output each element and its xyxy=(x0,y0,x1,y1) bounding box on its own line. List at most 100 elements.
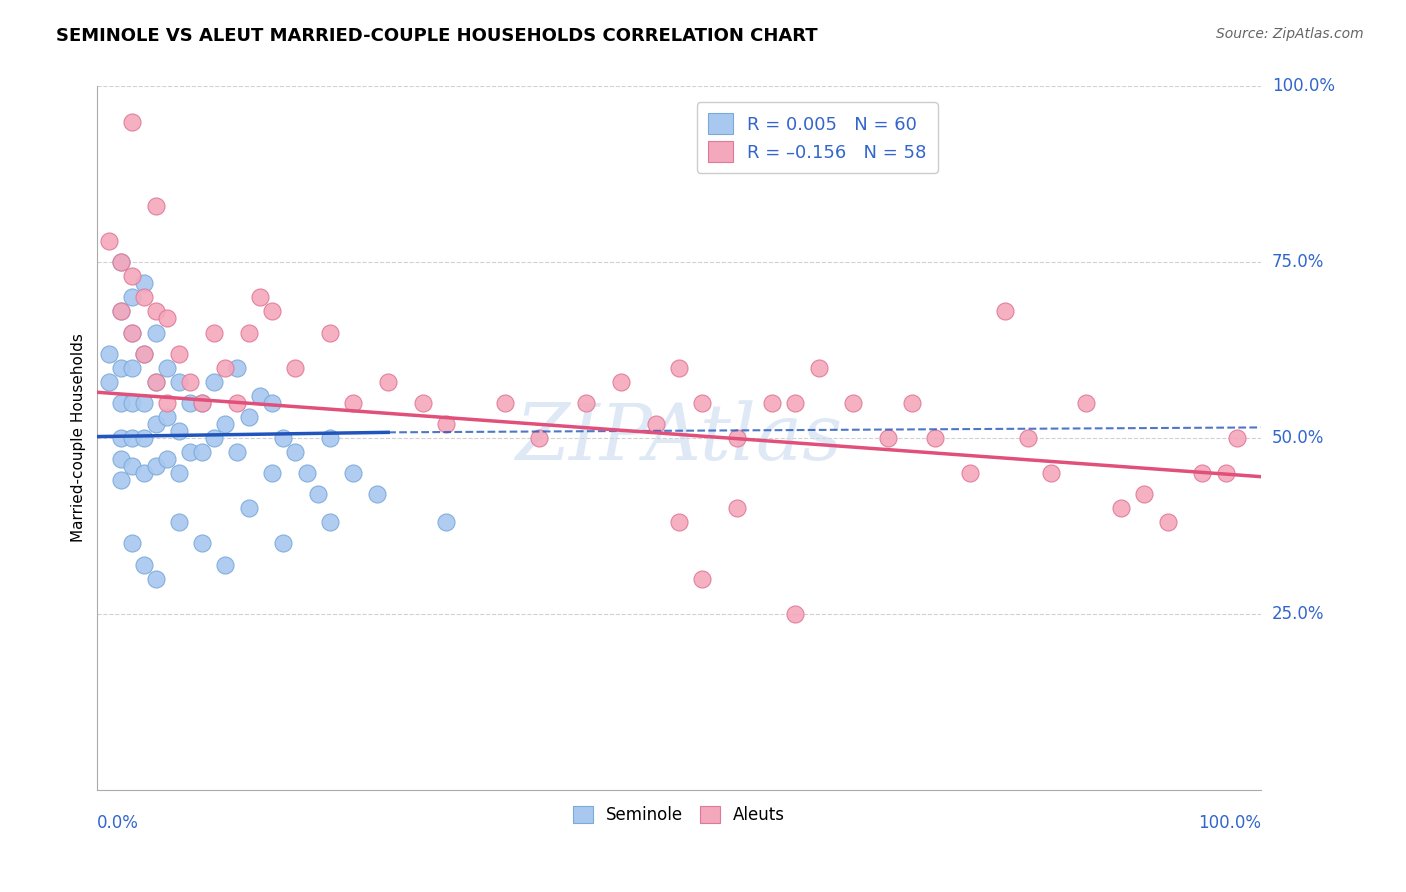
Point xyxy=(156,396,179,410)
Point xyxy=(1040,466,1063,480)
Point xyxy=(529,431,551,445)
Point xyxy=(761,396,783,410)
Point xyxy=(121,326,143,340)
Point xyxy=(110,304,132,318)
Point xyxy=(167,424,190,438)
Point xyxy=(842,396,865,410)
Point xyxy=(145,417,167,431)
Point xyxy=(238,409,260,424)
Point xyxy=(725,501,748,516)
Point xyxy=(273,536,295,550)
Point xyxy=(156,311,179,326)
Point xyxy=(575,396,598,410)
Point xyxy=(273,431,295,445)
Point xyxy=(191,396,214,410)
Point xyxy=(110,431,132,445)
Point xyxy=(994,304,1017,318)
Point xyxy=(156,452,179,467)
Point xyxy=(1215,466,1237,480)
Point xyxy=(156,409,179,424)
Point xyxy=(238,326,260,340)
Point xyxy=(145,572,167,586)
Point xyxy=(132,346,155,360)
Point xyxy=(260,396,283,410)
Point xyxy=(110,255,132,269)
Point xyxy=(167,516,190,530)
Point xyxy=(284,360,307,375)
Point xyxy=(366,487,388,501)
Point xyxy=(226,360,249,375)
Point xyxy=(110,304,132,318)
Point xyxy=(295,466,318,480)
Point xyxy=(690,572,713,586)
Point xyxy=(98,346,121,360)
Text: 50.0%: 50.0% xyxy=(1272,429,1324,447)
Point xyxy=(132,277,155,291)
Point xyxy=(226,445,249,459)
Point xyxy=(725,431,748,445)
Point xyxy=(1076,396,1098,410)
Point xyxy=(260,304,283,318)
Point xyxy=(434,516,457,530)
Point xyxy=(668,516,690,530)
Point xyxy=(214,558,236,572)
Point xyxy=(121,326,143,340)
Point xyxy=(110,255,132,269)
Point xyxy=(98,234,121,248)
Point xyxy=(132,466,155,480)
Point xyxy=(319,326,342,340)
Point xyxy=(132,290,155,304)
Point xyxy=(121,290,143,304)
Point xyxy=(110,452,132,467)
Point xyxy=(668,360,690,375)
Point xyxy=(342,466,364,480)
Text: ZIPAtlas: ZIPAtlas xyxy=(516,400,842,476)
Point xyxy=(98,375,121,389)
Point xyxy=(132,346,155,360)
Point xyxy=(121,114,143,128)
Point xyxy=(434,417,457,431)
Text: Source: ZipAtlas.com: Source: ZipAtlas.com xyxy=(1216,27,1364,41)
Point xyxy=(191,445,214,459)
Point xyxy=(785,396,807,410)
Point xyxy=(494,396,516,410)
Point xyxy=(319,516,342,530)
Point xyxy=(110,473,132,487)
Y-axis label: Married-couple Households: Married-couple Households xyxy=(72,334,86,542)
Point xyxy=(284,445,307,459)
Point xyxy=(202,375,225,389)
Point xyxy=(226,396,249,410)
Point xyxy=(959,466,981,480)
Point xyxy=(1133,487,1156,501)
Point xyxy=(145,326,167,340)
Text: 100.0%: 100.0% xyxy=(1272,78,1334,95)
Legend: Seminole, Aleuts: Seminole, Aleuts xyxy=(567,799,792,830)
Point xyxy=(785,607,807,621)
Point xyxy=(121,459,143,474)
Text: 0.0%: 0.0% xyxy=(97,814,139,832)
Point xyxy=(179,396,201,410)
Point xyxy=(167,375,190,389)
Point xyxy=(132,558,155,572)
Point xyxy=(877,431,900,445)
Point xyxy=(145,304,167,318)
Text: 25.0%: 25.0% xyxy=(1272,605,1324,623)
Point xyxy=(179,375,201,389)
Point xyxy=(110,396,132,410)
Point xyxy=(145,199,167,213)
Point xyxy=(610,375,633,389)
Point xyxy=(110,360,132,375)
Point xyxy=(924,431,946,445)
Point xyxy=(191,536,214,550)
Point xyxy=(132,396,155,410)
Point xyxy=(167,466,190,480)
Point xyxy=(202,431,225,445)
Point xyxy=(412,396,434,410)
Point xyxy=(307,487,329,501)
Point xyxy=(121,396,143,410)
Point xyxy=(238,501,260,516)
Point xyxy=(249,290,271,304)
Text: 75.0%: 75.0% xyxy=(1272,253,1324,271)
Point xyxy=(145,375,167,389)
Point xyxy=(260,466,283,480)
